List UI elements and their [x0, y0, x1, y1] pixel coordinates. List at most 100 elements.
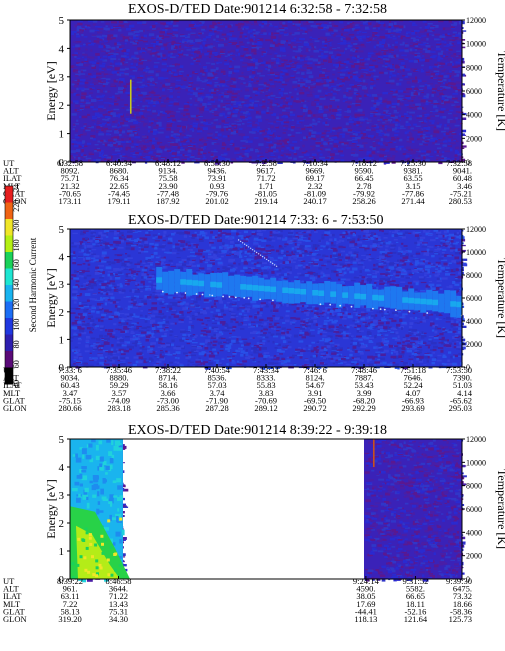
heatmap-cell	[179, 45, 181, 48]
heatmap-cell	[421, 44, 426, 45]
heatmap-cell	[394, 112, 399, 113]
heatmap-cell	[195, 158, 201, 159]
heatmap-cell	[302, 145, 305, 148]
heatmap-cell	[121, 58, 125, 61]
y2-tick-label: 10000	[466, 40, 486, 49]
heatmap-cell	[386, 48, 389, 49]
heatmap-cell	[153, 44, 155, 47]
heatmap-cell	[408, 126, 411, 129]
heatmap-cell	[166, 128, 171, 131]
heatmap-cell	[183, 145, 188, 147]
heatmap-cell	[221, 154, 227, 155]
heatmap-cell	[357, 61, 360, 64]
heatmap-cell	[156, 155, 159, 156]
heatmap-cell	[379, 45, 384, 48]
heatmap-cell	[448, 113, 452, 114]
heatmap-cell	[136, 37, 139, 39]
heatmap-cell	[188, 34, 191, 36]
heatmap-cell	[386, 111, 388, 113]
heatmap-cell	[397, 107, 402, 110]
heatmap-cell	[104, 155, 108, 156]
heatmap-cell	[224, 63, 229, 66]
heatmap-cell	[257, 153, 263, 154]
heatmap-cell	[453, 114, 457, 116]
heatmap-cell	[92, 278, 95, 280]
heatmap-cell	[203, 66, 207, 68]
heatmap-cell	[121, 27, 126, 28]
heatmap-cell	[399, 79, 403, 80]
heatmap-cell	[432, 94, 435, 97]
heatmap-cell	[290, 105, 292, 107]
heatmap-cell	[260, 130, 266, 132]
heatmap-cell	[358, 50, 364, 52]
heatmap-cell	[346, 88, 351, 90]
heatmap-cell	[297, 115, 303, 117]
heatmap-cell	[242, 155, 245, 157]
heatmap-cell	[254, 82, 259, 84]
heatmap-cell	[111, 112, 116, 115]
heatmap-cell	[442, 146, 444, 147]
heatmap-cell	[203, 42, 206, 45]
heatmap-cell	[235, 242, 239, 244]
heatmap-cell	[237, 90, 240, 93]
heatmap-cell	[290, 114, 296, 116]
heatmap-cell	[269, 108, 274, 110]
heatmap-cell	[433, 79, 438, 80]
heatmap-cell	[452, 66, 458, 68]
heatmap-cell	[238, 27, 241, 29]
heatmap-cell	[331, 86, 337, 88]
heatmap-cell	[196, 119, 199, 121]
heatmap-cell	[186, 113, 190, 116]
heatmap-cell	[390, 124, 394, 127]
heatmap-cell	[162, 63, 167, 65]
heatmap-cell	[286, 64, 289, 65]
heatmap-cell	[172, 32, 176, 33]
heatmap-cell	[220, 49, 226, 50]
heatmap-cell	[318, 328, 320, 329]
heatmap-cell	[242, 66, 247, 67]
heatmap-cell	[224, 89, 228, 90]
heatmap-cell	[333, 69, 336, 70]
heatmap-cell	[357, 55, 359, 58]
y-tick-label: 1	[59, 129, 65, 141]
heatmap-cell	[99, 284, 102, 285]
heatmap-cell	[170, 112, 176, 115]
heatmap-cell	[277, 143, 283, 145]
heatmap-cell	[379, 97, 382, 100]
heatmap-cell	[356, 252, 359, 253]
heatmap-cell	[175, 88, 179, 90]
heatmap-cell	[195, 123, 198, 125]
heatmap-cell	[384, 44, 388, 47]
heatmap-cell	[119, 129, 122, 131]
heatmap-cell	[114, 131, 119, 133]
heatmap-cell	[269, 79, 272, 81]
heatmap-cell	[126, 53, 128, 56]
heatmap-cell	[410, 45, 414, 46]
heatmap-cell	[285, 108, 290, 109]
heatmap-cell	[137, 105, 139, 106]
heatmap-cell	[444, 75, 448, 78]
heatmap-cell	[400, 103, 404, 106]
heatmap-cell	[421, 35, 426, 36]
heatmap-cell	[148, 70, 154, 73]
heatmap-cell	[329, 105, 332, 108]
heatmap-cell	[195, 95, 198, 97]
heatmap-cell	[192, 21, 195, 23]
heatmap-cell	[458, 32, 462, 34]
heatmap-cell	[279, 141, 283, 142]
heatmap-cell	[113, 27, 116, 28]
heatmap-cell	[174, 103, 179, 106]
heatmap-cell	[433, 105, 437, 108]
heatmap-cell	[403, 69, 405, 72]
heatmap-cell	[95, 60, 97, 62]
heatmap-cell	[317, 121, 320, 123]
heatmap-cell	[107, 69, 111, 70]
heatmap-cell	[456, 106, 460, 108]
heatmap-cell	[452, 129, 457, 131]
heatmap-cell	[227, 84, 231, 85]
heatmap-cell	[389, 157, 394, 160]
heatmap-cell	[190, 40, 194, 43]
heatmap-cell	[149, 94, 151, 96]
heatmap-cell	[305, 86, 307, 88]
heatmap-cell	[372, 147, 376, 150]
